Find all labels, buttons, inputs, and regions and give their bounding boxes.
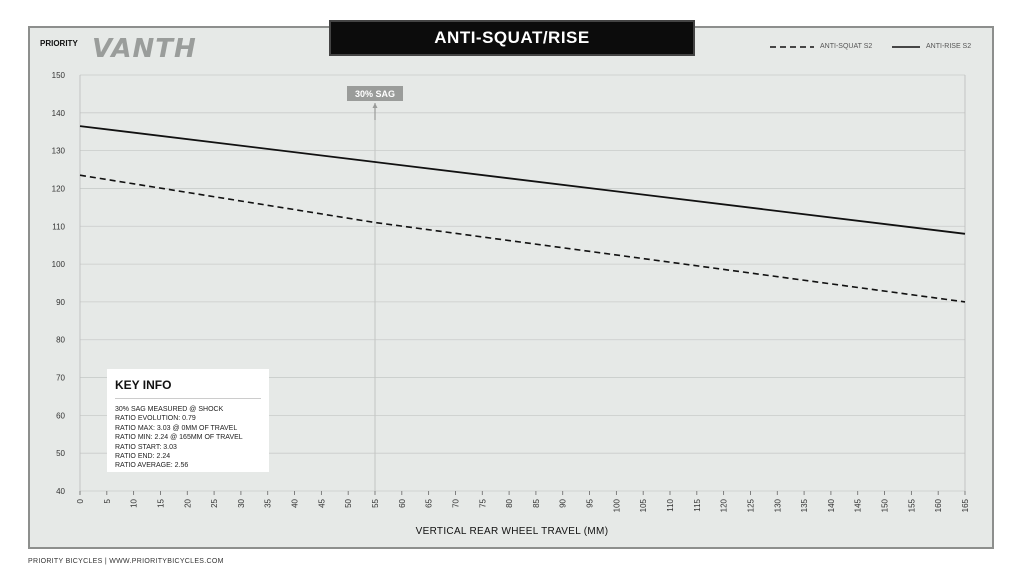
footer-text: PRIORITY BICYCLES | WWW.PRIORITYBICYCLES… <box>28 558 224 565</box>
y-tick-label: 80 <box>56 336 65 345</box>
anti-squat-line <box>79 174 966 303</box>
x-tick-label: 165 <box>961 498 970 512</box>
chart-title: ANTI-SQUAT/RISE <box>329 20 695 56</box>
y-tick-label: 40 <box>56 487 65 496</box>
divider <box>115 398 261 399</box>
solid-line-icon <box>892 45 920 48</box>
x-tick-label: 85 <box>532 498 541 507</box>
sag-marker: 30% SAG <box>347 86 403 491</box>
sag-arrow-head <box>372 103 378 108</box>
x-tick-label: 150 <box>881 498 890 512</box>
x-tick-label: 160 <box>934 498 943 512</box>
x-tick-label: 5 <box>103 498 112 503</box>
key-info-line: RATIO MIN: 2.24 @ 165MM OF TRAVEL <box>115 434 243 442</box>
y-tick-label: 140 <box>52 109 66 118</box>
x-tick-label: 20 <box>183 498 192 507</box>
anti-rise-line <box>79 125 966 235</box>
x-axis: 0 5 10 15 20 25 30 35 40 45 50 55 60 65 70 75 80 85 90 95 10… <box>76 491 970 512</box>
x-tick-label: 35 <box>264 498 273 507</box>
y-tick-label: 90 <box>56 298 65 307</box>
key-info-line: RATIO EVOLUTION: 0.79 <box>115 415 196 423</box>
sag-label-box <box>347 86 403 101</box>
x-tick-label: 125 <box>746 498 755 512</box>
x-tick-label: 95 <box>586 498 595 507</box>
x-tick-label: 140 <box>827 498 836 512</box>
y-tick-label: 150 <box>52 71 66 80</box>
x-tick-label: 135 <box>800 498 809 512</box>
vanth-logo: VANTH <box>92 34 197 64</box>
x-tick-label: 55 <box>371 498 380 507</box>
x-tick-label: 65 <box>425 498 434 507</box>
x-tick-label: 100 <box>612 498 621 512</box>
key-info-heading: KEY INFO <box>115 378 172 392</box>
brand-name: PRIORITY <box>40 39 78 48</box>
series-lines <box>79 125 966 303</box>
x-tick-label: 0 <box>76 498 85 503</box>
y-axis: 40 50 60 70 80 90 100 110 120 130 140 150 <box>52 71 66 496</box>
x-tick-label: 155 <box>907 498 916 512</box>
x-tick-label: 120 <box>720 498 729 512</box>
x-tick-label: 70 <box>451 498 460 507</box>
legend-anti-squat: ANTI-SQUAT S2 <box>770 43 872 50</box>
x-tick-label: 90 <box>559 498 568 507</box>
key-info-line: RATIO END: 2.24 <box>115 453 171 461</box>
legend-label: ANTI-SQUAT S2 <box>820 43 873 50</box>
x-tick-label: 45 <box>317 498 326 507</box>
key-info-line: RATIO MAX: 3.03 @ 0MM OF TRAVEL <box>115 424 238 432</box>
y-tick-label: 50 <box>56 449 65 458</box>
x-tick-label: 50 <box>344 498 353 507</box>
x-tick-label: 25 <box>210 498 219 507</box>
x-tick-label: 115 <box>693 498 702 511</box>
y-tick-label: 100 <box>52 260 66 269</box>
x-tick-label: 80 <box>505 498 514 507</box>
x-tick-label: 10 <box>130 498 139 507</box>
x-tick-label: 30 <box>237 498 246 507</box>
x-tick-label: 40 <box>291 498 300 507</box>
y-tick-label: 70 <box>56 374 65 383</box>
key-info-line: 30% SAG MEASURED @ SHOCK <box>115 406 224 413</box>
y-tick-label: 110 <box>52 222 65 231</box>
sag-label: 30% SAG <box>355 89 395 99</box>
x-tick-label: 110 <box>666 498 675 511</box>
x-tick-label: 145 <box>854 498 863 512</box>
dashed-line-icon <box>770 45 814 48</box>
key-info-line: RATIO START: 3.03 <box>115 443 177 451</box>
x-tick-label: 75 <box>478 498 487 507</box>
legend-anti-rise: ANTI-RISE S2 <box>892 43 971 50</box>
y-tick-label: 120 <box>52 184 66 193</box>
x-axis-label: VERTICAL REAR WHEEL TRAVEL (MM) <box>416 526 609 537</box>
key-info-line: RATIO AVERAGE: 2.56 <box>115 462 189 470</box>
x-tick-label: 60 <box>398 498 407 507</box>
y-tick-label: 60 <box>56 411 65 420</box>
x-tick-label: 105 <box>639 498 648 512</box>
x-tick-label: 15 <box>156 498 165 507</box>
y-tick-label: 130 <box>52 147 66 156</box>
legend-label: ANTI-RISE S2 <box>926 43 972 50</box>
grid <box>79 74 966 492</box>
x-tick-label: 130 <box>773 498 782 512</box>
key-info-box: KEY INFO 30% SAG MEASURED @ SHOCK RATIO … <box>107 369 269 472</box>
